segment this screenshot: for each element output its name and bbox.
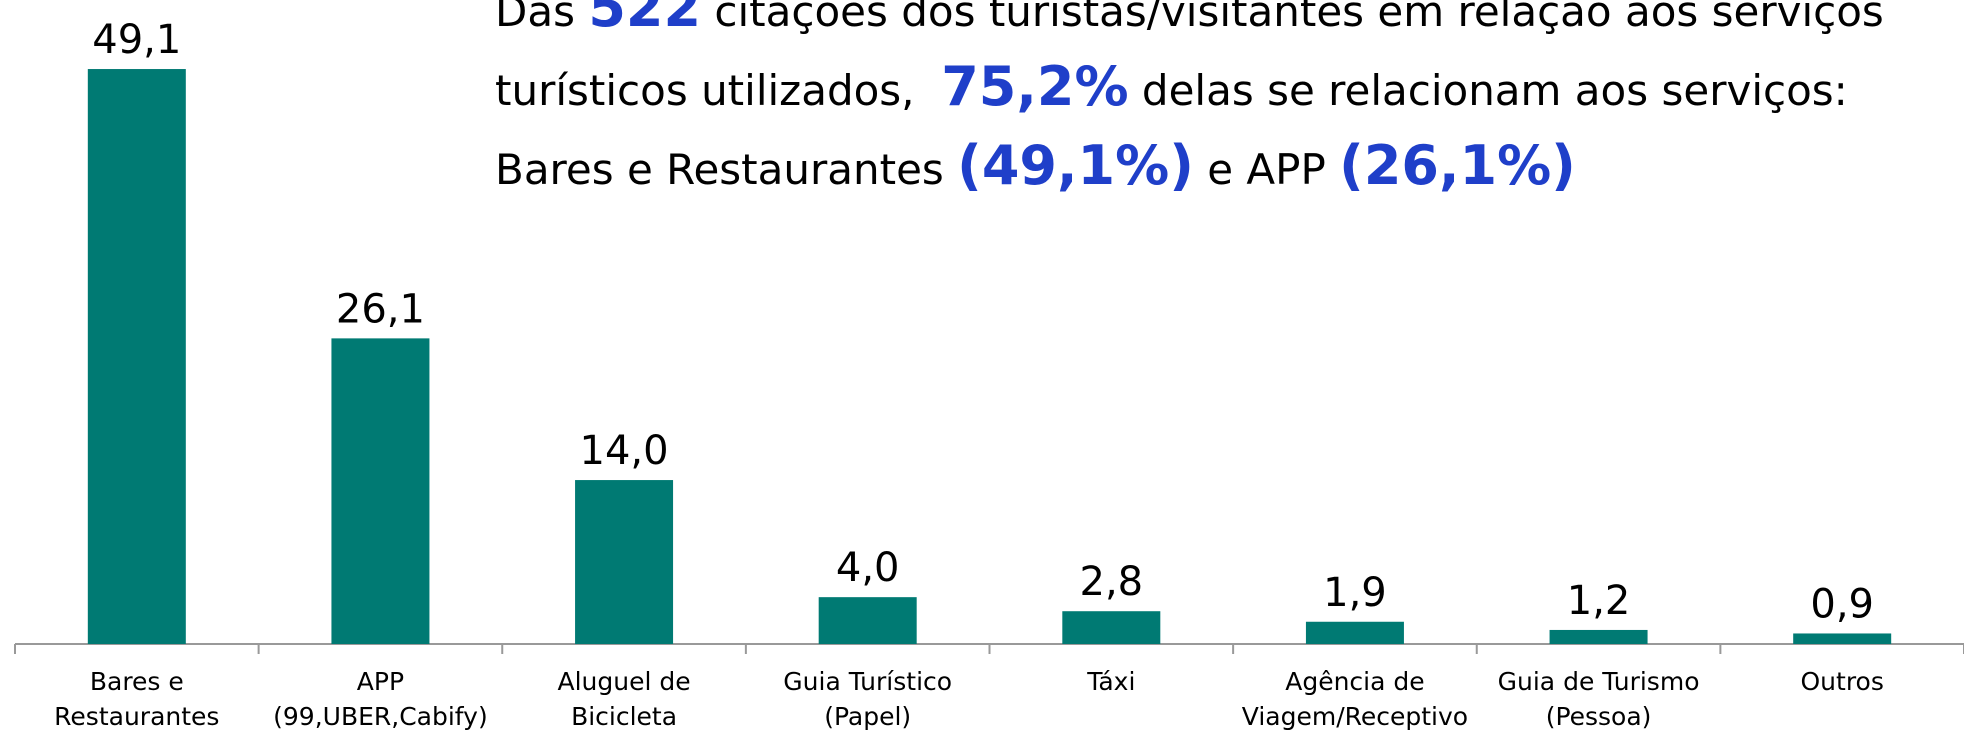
value-label: 2,8 [1080, 559, 1144, 605]
bar [1793, 633, 1892, 644]
x-tick-label: Guia Turístico (Papel) [783, 667, 953, 731]
value-label: 0,9 [1810, 581, 1874, 627]
x-tick-label: Agência de Viagem/Receptivo [1241, 667, 1469, 731]
x-tick-label: Outros [1800, 667, 1884, 696]
value-label: 26,1 [336, 286, 425, 332]
highlight-text: (49,1%) [957, 134, 1194, 197]
value-label: 1,2 [1567, 578, 1631, 624]
bar [818, 597, 917, 644]
annotation-text: citações dos turistas/visitantes em rela… [701, 0, 1884, 36]
annotation-text: Bares e Restaurantes [495, 145, 958, 194]
annotation-text: e APP [1193, 145, 1340, 194]
x-tick-label: Bares e Restaurantes [54, 667, 220, 731]
value-label: 49,1 [92, 17, 181, 63]
annotation-text: turísticos utilizados, [495, 66, 942, 115]
annotation-text: delas se relacionam aos serviços: [1128, 66, 1848, 115]
bar [1549, 629, 1648, 644]
bar [331, 338, 430, 644]
value-label: 14,0 [580, 428, 669, 474]
annotation-line: Bares e Restaurantes (49,1%) e APP (26,1… [495, 128, 1884, 207]
annotation-text: Das [495, 0, 589, 36]
bar [575, 480, 674, 644]
value-label: 1,9 [1323, 570, 1387, 616]
highlight-text: (26,1%) [1339, 134, 1576, 197]
highlight-text: 522 [588, 0, 702, 39]
annotation-line: turísticos utilizados, 75,2% delas se re… [495, 49, 1884, 128]
x-tick-label: Táxi [1087, 667, 1136, 696]
bar [87, 69, 186, 644]
annotation: Das 522 citações dos turistas/visitantes… [495, 0, 1884, 207]
annotation-line: Das 522 citações dos turistas/visitantes… [495, 0, 1884, 49]
bar [1062, 611, 1161, 644]
x-tick-label: Guia de Turismo (Pessoa) [1497, 667, 1700, 731]
value-label: 4,0 [836, 545, 900, 591]
bar [1305, 621, 1404, 644]
highlight-text: 75,2% [941, 55, 1129, 118]
x-tick-label: Aluguel de Bicicleta [557, 667, 691, 731]
x-tick-label: APP (99,UBER,Cabify) [273, 667, 488, 731]
